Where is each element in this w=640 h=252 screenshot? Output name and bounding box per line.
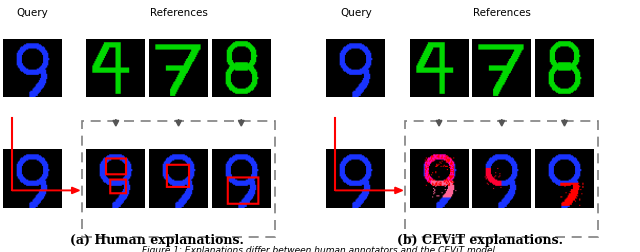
Text: References: References: [150, 8, 207, 18]
Text: References: References: [473, 8, 531, 18]
Text: Figure 1: Explanations differ between human annotators and the CEViT model.: Figure 1: Explanations differ between hu…: [142, 245, 498, 252]
Text: (a) Human explanations.: (a) Human explanations.: [70, 234, 244, 247]
Text: Query: Query: [340, 8, 372, 18]
Text: Query: Query: [17, 8, 49, 18]
Text: (b) CEViT explanations.: (b) CEViT explanations.: [397, 234, 563, 247]
